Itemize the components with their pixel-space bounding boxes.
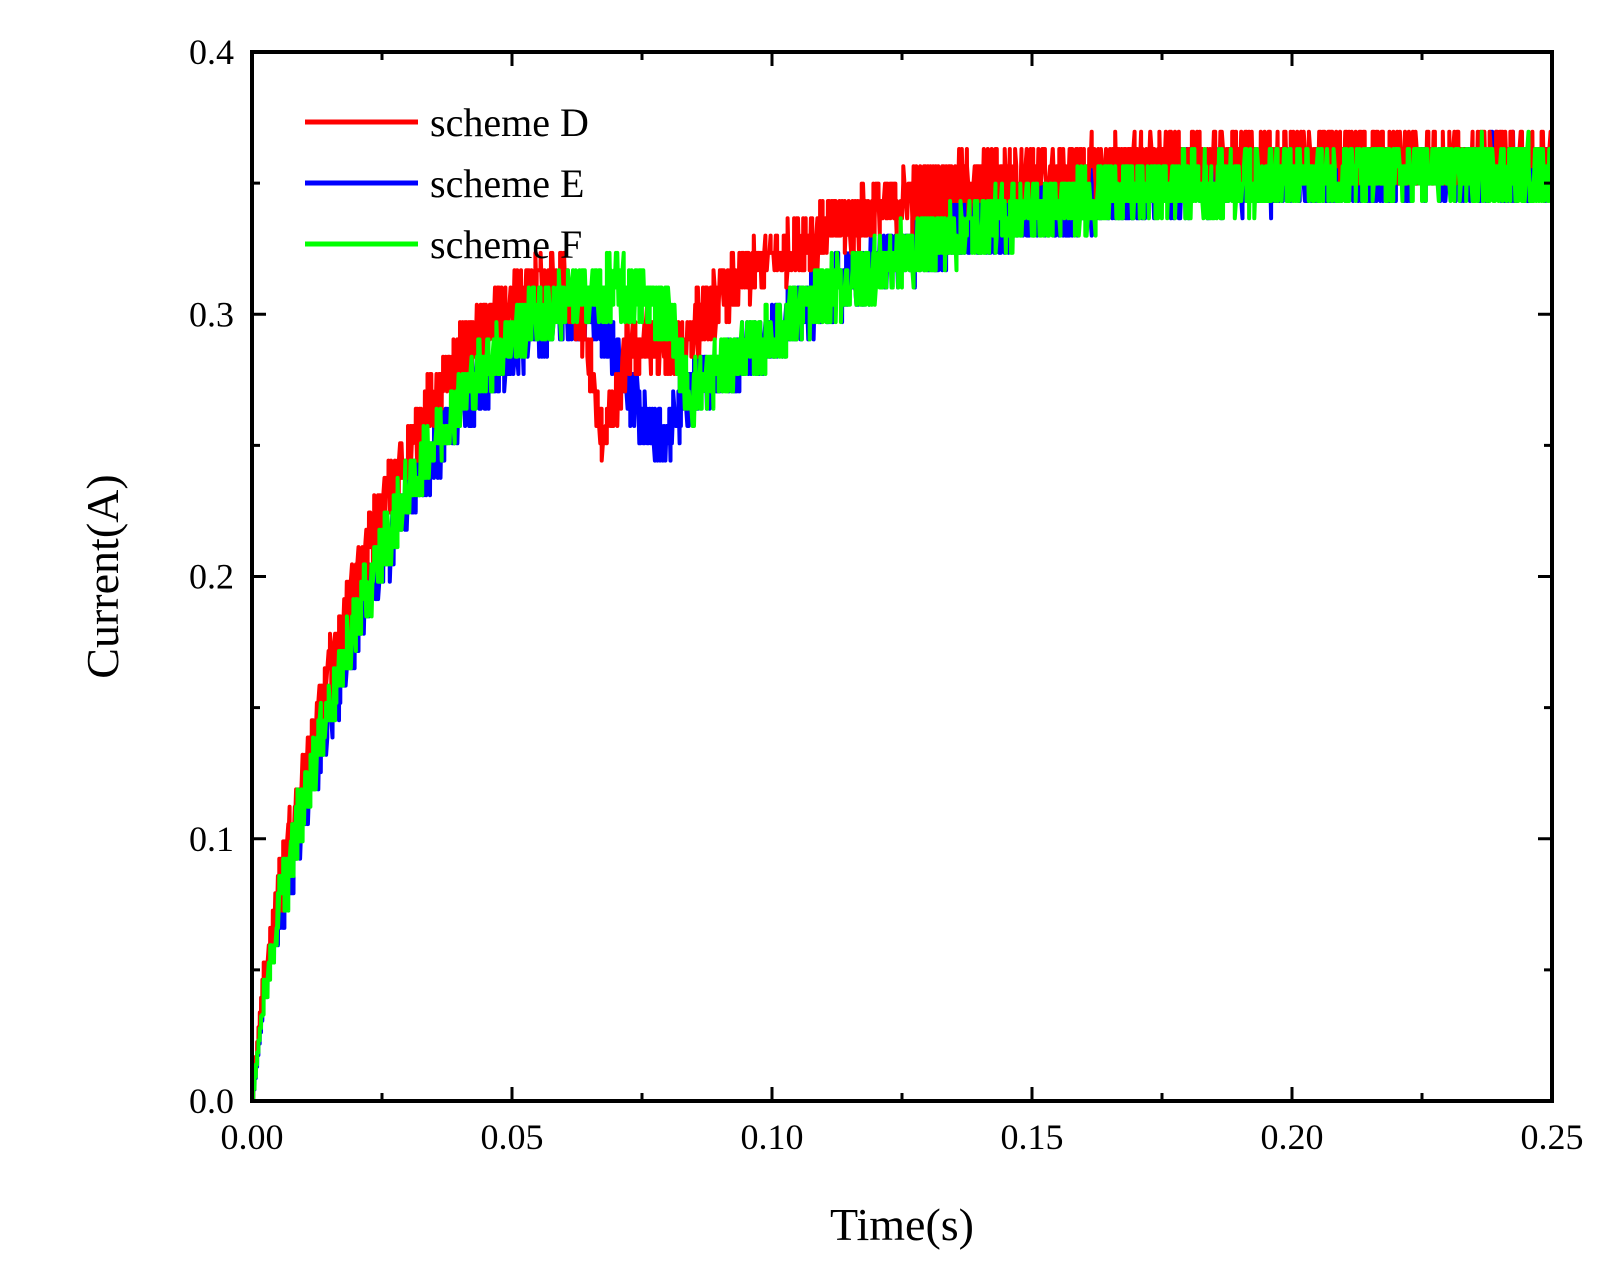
- y-tick-label: 0.0: [189, 1081, 234, 1121]
- legend-label: scheme D: [430, 100, 589, 145]
- x-tick-label: 0.00: [221, 1117, 284, 1157]
- x-tick-label: 0.20: [1261, 1117, 1324, 1157]
- series-line-scheme-d: [252, 129, 1552, 1101]
- legend: scheme D scheme E scheme F: [305, 100, 589, 267]
- x-axis-title: Time(s): [830, 1199, 974, 1250]
- x-tick-label: 0.25: [1521, 1117, 1584, 1157]
- y-tick-label: 0.4: [189, 32, 234, 72]
- legend-label: scheme F: [430, 222, 582, 267]
- series-line-scheme-f: [252, 129, 1552, 1101]
- y-tick-label: 0.3: [189, 294, 234, 334]
- x-tick-label: 0.05: [481, 1117, 544, 1157]
- y-tick-label: 0.1: [189, 819, 234, 859]
- axis-ticks: 0.00 0.05 0.10 0.15 0.20 0.25 0.0 0.1 0.2 0.3 0.4: [189, 32, 1584, 1157]
- legend-label: scheme E: [430, 161, 584, 206]
- x-tick-label: 0.15: [1001, 1117, 1064, 1157]
- series-layer: [252, 129, 1552, 1101]
- x-tick-label: 0.10: [741, 1117, 804, 1157]
- y-tick-label: 0.2: [189, 557, 234, 597]
- y-axis-title: Current(A): [77, 474, 128, 678]
